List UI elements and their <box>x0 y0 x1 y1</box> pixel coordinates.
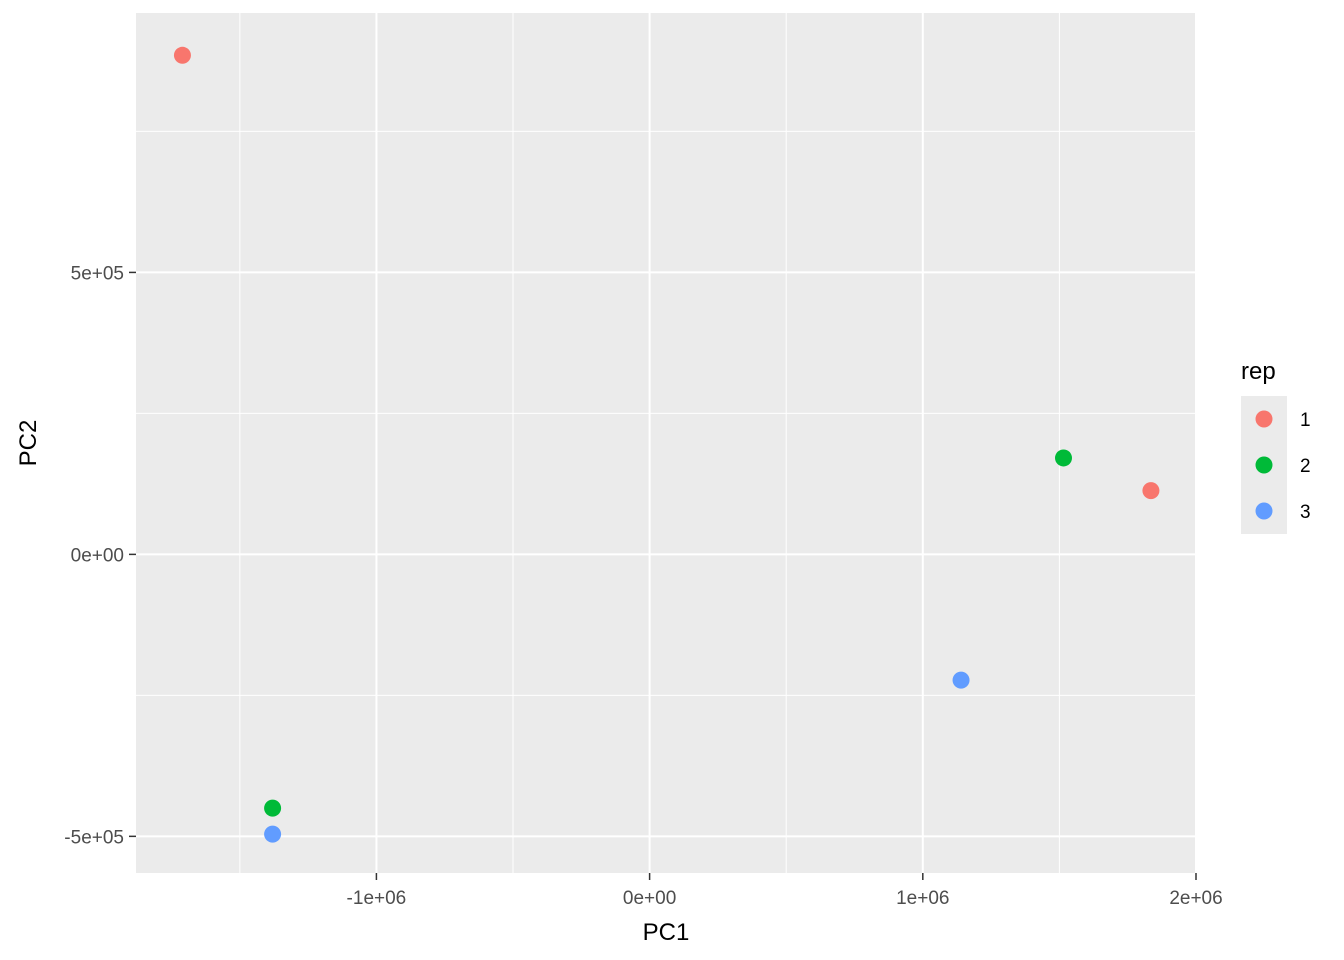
legend-key-1 <box>1255 410 1273 428</box>
x-tick-label: 2e+06 <box>1169 888 1222 909</box>
data-point-rep-2 <box>264 799 282 817</box>
legend-label-3: 3 <box>1300 502 1311 523</box>
legend-key-3 <box>1255 502 1273 520</box>
data-point-rep-1 <box>1142 482 1160 500</box>
y-axis-title: PC2 <box>15 420 42 467</box>
x-tick-label: 0e+00 <box>623 888 676 909</box>
x-tick-label: 1e+06 <box>896 888 949 909</box>
y-tick-label: 5e+05 <box>71 263 124 284</box>
axes-layer: -1e+06 0e+00 1e+06 2e+06 -5e+05 0e+00 5e+05 <box>64 263 1222 909</box>
data-point-rep-3 <box>952 671 970 689</box>
plot-panel <box>136 13 1196 873</box>
points-layer <box>173 46 1160 843</box>
legend: rep 1 2 3 <box>1241 358 1311 534</box>
grid-layer <box>136 13 1197 873</box>
data-point-rep-3 <box>264 825 282 843</box>
legend-label-1: 1 <box>1300 410 1311 431</box>
data-point-rep-1 <box>173 46 191 64</box>
y-tick-label: -5e+05 <box>64 827 124 848</box>
y-tick-label: 0e+00 <box>71 545 124 566</box>
x-axis-title: PC1 <box>643 919 690 946</box>
legend-title: rep <box>1241 358 1276 385</box>
legend-label-2: 2 <box>1300 456 1311 477</box>
data-point-rep-2 <box>1055 449 1072 467</box>
x-tick-label: -1e+06 <box>347 888 407 909</box>
legend-key-2 <box>1255 456 1273 474</box>
